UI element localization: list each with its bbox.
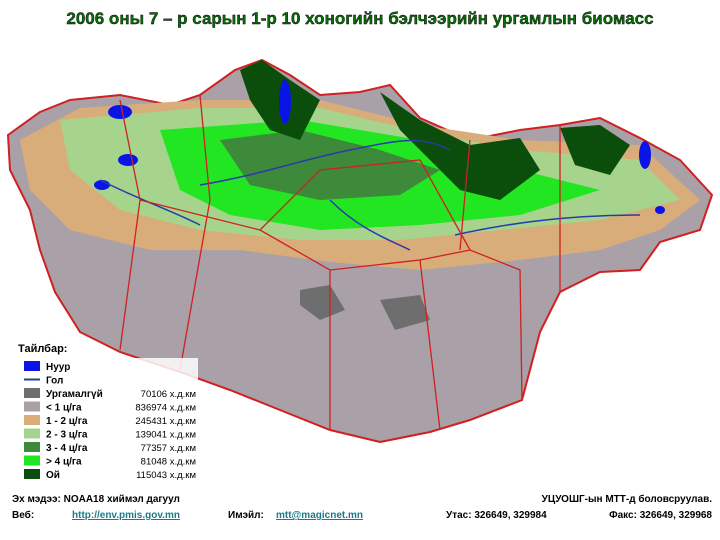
pasture-3-4 (220, 130, 440, 200)
province-borders (119, 94, 561, 431)
legend-title: Тайлбар: (18, 343, 67, 355)
legend-area: 115043 х.д.км (136, 470, 196, 481)
legend-swatch (24, 428, 40, 439)
web-link[interactable]: http://env.pmis.gov.mn (72, 510, 180, 521)
legend-bg (14, 358, 198, 476)
web-label: Веб: (12, 509, 34, 521)
source: Эх мэдээ: NOAA18 хиймэл дагуул (12, 494, 180, 505)
legend-label: Ой (46, 470, 60, 481)
legend-label: Гол (46, 376, 63, 387)
legend-swatch (24, 415, 40, 425)
legend-label: 1 - 2 ц/га (46, 416, 88, 427)
forest (560, 125, 630, 175)
map (6, 58, 714, 444)
barren (300, 285, 345, 320)
legend-swatch (24, 469, 40, 479)
prepared: УЦУОШГ-ын МТТ-д боловсруулав. (542, 493, 713, 505)
legend-label: 2 - 3 ц/га (46, 430, 88, 441)
legend-label: > 4 ц/га (46, 457, 82, 468)
river (99, 139, 641, 251)
legend-label: 3 - 4 ц/га (46, 443, 88, 454)
legend-swatch (24, 401, 40, 412)
legend-label: Нуур (46, 362, 70, 373)
email-label: Имэйл: (228, 510, 264, 521)
lake (279, 80, 291, 124)
legend-swatch (24, 388, 40, 398)
legend-area: 70106 х.д.км (141, 389, 196, 400)
legend-label: < 1 ц/га (46, 403, 82, 414)
legend-swatch (24, 361, 40, 371)
forest (380, 92, 540, 200)
legend-label: Ургамалгүй (46, 389, 103, 400)
legend-area: 81048 х.д.км (141, 457, 196, 468)
legend-area: 836974 х.д.км (135, 403, 196, 414)
legend-area: 139041 х.д.км (135, 430, 196, 441)
phone: Утас: 326649, 329984 (446, 510, 547, 521)
legend-area: 245431 х.д.км (135, 416, 196, 427)
legend: Тайлбар: Нуур Гол Ургамалгүй 70106 х.д.км < 1… (14, 343, 198, 481)
lake (639, 141, 651, 169)
email-link[interactable]: mtt@magicnet.mn (276, 510, 363, 521)
lake (108, 105, 132, 119)
title: 2006 оны 7 – р сарын 1-р 10 хоногийн бэл… (66, 9, 653, 28)
barren (380, 295, 430, 330)
fax: Факс: 326649, 329968 (609, 510, 712, 521)
lake (118, 154, 138, 166)
footer: Эх мэдээ: NOAA18 хиймэл дагуул Веб: http… (12, 493, 712, 521)
legend-swatch (24, 442, 40, 452)
legend-area: 77357 х.д.км (141, 443, 196, 454)
legend-swatch (24, 455, 40, 466)
lake (655, 206, 665, 214)
